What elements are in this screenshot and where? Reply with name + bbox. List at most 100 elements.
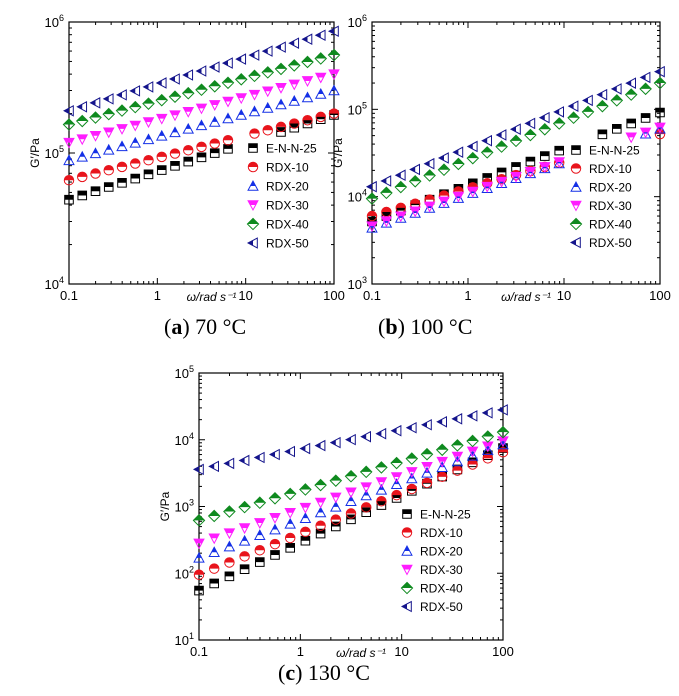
data-point [466, 140, 478, 153]
data-point [102, 107, 116, 121]
data-point [274, 41, 286, 53]
data-point [223, 457, 235, 470]
data-point [327, 48, 341, 62]
data-point [436, 461, 448, 472]
data-point [235, 108, 248, 120]
data-point [359, 465, 373, 479]
data-point [77, 171, 88, 183]
data-point [248, 105, 261, 117]
legend-item-rdx-30: RDX-30 [570, 199, 632, 213]
series-rdx-30 [63, 69, 340, 149]
data-point [208, 100, 221, 111]
y-axis-label: G′/Pa [331, 138, 345, 168]
y-tick-label: 105 [175, 364, 194, 381]
data-point [156, 165, 167, 175]
chart-panel-b: 0.1 1 10 100 103 104 105 106 ω/rad s⁻¹ G′/Pa E-N-N… [331, 13, 671, 304]
y-tick-label: 106 [45, 13, 64, 30]
data-point [288, 37, 300, 49]
legend-marker [401, 564, 413, 576]
data-point [438, 196, 450, 208]
x-tick-label: 100 [649, 288, 671, 303]
data-point [314, 439, 326, 452]
data-point [299, 512, 312, 523]
data-point [510, 171, 522, 183]
data-point [365, 192, 379, 205]
data-point [288, 79, 301, 91]
data-point [90, 168, 101, 179]
data-point [192, 514, 206, 527]
data-point [269, 538, 281, 550]
data-point [596, 99, 609, 113]
legend-marker [248, 143, 258, 153]
data-point [284, 507, 296, 519]
data-point [235, 93, 248, 105]
legend-label: RDX-20 [589, 181, 632, 195]
y-tick-label: 105 [348, 100, 367, 117]
data-point [328, 69, 340, 81]
data-point [62, 105, 74, 117]
data-point [300, 535, 311, 546]
data-point [466, 434, 479, 448]
data-point [345, 508, 357, 519]
data-point [268, 448, 280, 461]
data-point [182, 69, 194, 81]
data-point [182, 107, 195, 118]
legend-item-rdx-10: RDX-10 [247, 161, 309, 175]
data-point [169, 110, 181, 122]
data-point [89, 97, 101, 109]
data-point [314, 29, 326, 42]
caption-b: (b) 100 °C [378, 314, 473, 339]
data-point [366, 210, 378, 222]
data-point [117, 177, 127, 188]
data-point [195, 83, 208, 97]
data-point [255, 557, 265, 567]
data-point [451, 413, 463, 425]
data-point [329, 474, 343, 487]
data-point [376, 496, 387, 507]
data-point [626, 118, 636, 129]
data-point [466, 151, 480, 165]
y-tick-label: 105 [45, 144, 64, 161]
data-point [360, 430, 371, 443]
legend-label: E-N-N-25 [420, 508, 471, 522]
data-point [327, 25, 339, 38]
data-point [222, 96, 234, 108]
x-tick-label: 0.1 [190, 644, 208, 659]
data-point [254, 545, 266, 556]
data-point [481, 134, 492, 147]
data-point [168, 90, 182, 103]
data-point [554, 145, 564, 156]
data-point [221, 57, 233, 69]
legend-marker [570, 200, 582, 212]
x-tick-label: 1 [464, 288, 471, 303]
data-point [409, 163, 420, 176]
data-point [375, 427, 387, 440]
data-point [466, 410, 478, 422]
data-point [208, 115, 221, 127]
data-point [299, 502, 312, 514]
data-point [366, 221, 378, 233]
legend-marker [401, 544, 413, 556]
data-point [143, 154, 154, 166]
data-point [405, 421, 417, 434]
data-point [524, 117, 536, 130]
data-point [168, 73, 180, 85]
legend-label: RDX-30 [589, 199, 632, 213]
data-point [408, 174, 422, 188]
legend-marker [569, 217, 583, 231]
data-point [238, 454, 250, 467]
legend-item-rdx-20: RDX-20 [401, 544, 463, 559]
data-point [115, 104, 129, 117]
data-point [301, 33, 313, 45]
data-point [169, 148, 181, 159]
data-point [301, 76, 314, 87]
legend-label: RDX-10 [420, 526, 463, 540]
data-point [437, 152, 449, 164]
data-point [314, 72, 327, 84]
legend-marker [247, 200, 259, 212]
legend-item-rdx-50: RDX-50 [400, 600, 463, 614]
data-point [451, 439, 464, 452]
data-point [395, 211, 407, 223]
plot-frame [371, 21, 661, 285]
series-rdx-50 [192, 404, 508, 476]
